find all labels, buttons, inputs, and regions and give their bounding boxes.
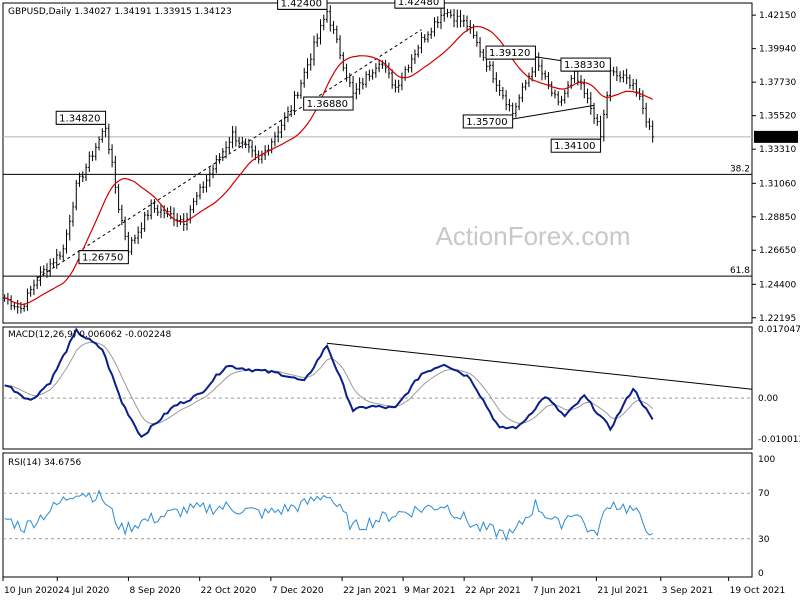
watermark-text: ActionForex.com [435,221,630,251]
x-tick-label: 24 Jul 2020 [58,586,109,596]
x-tick-label: 22 Apr 2021 [465,586,521,596]
fib-level-label: 61.8 [730,266,750,276]
annotation-label: 1.34100 [554,141,595,152]
rsi-header: RSI(14) 34.6756 [8,458,81,468]
x-tick-label: 7 Jun 2021 [533,586,581,596]
annotation-label: 1.35700 [466,117,507,128]
x-tick-label: 19 Oct 2021 [730,586,786,596]
x-tick-label: 9 Mar 2021 [404,586,455,596]
y-tick-label: 1.35520 [759,112,796,122]
rsi-line [4,489,653,542]
macd-tick-label: 0.017047 [758,325,800,335]
macd-header: MACD(12,26,9) 0.006062 -0.002248 [8,330,171,340]
annotation-label: 1.42400 [281,0,322,9]
annotation-label: 1.39120 [489,48,530,59]
x-tick-label: 10 Jun 2020 [4,586,58,596]
x-tick-label: 7 Dec 2020 [272,586,324,596]
x-tick-label: 21 Jul 2021 [597,586,648,596]
y-tick-label: 1.28850 [759,213,796,223]
rsi-tick-label: 100 [758,455,775,465]
macd-tick-label: -0.010013 [758,435,800,445]
macd-trendline [326,342,753,390]
moving-average-line [4,25,653,306]
panel-frame [2,452,753,578]
x-tick-label: 8 Sep 2020 [129,586,181,596]
rsi-tick-label: 30 [758,535,770,545]
y-tick-label: 1.31060 [759,179,796,189]
y-tick-label: 1.33310 [759,145,796,155]
rsi-tick-label: 0 [758,569,764,579]
y-tick-label: 1.37730 [759,78,796,88]
annotation-label: 1.38330 [564,60,605,71]
annotation-box [550,138,602,153]
rsi-tick-label: 70 [758,489,770,499]
last-price-label: 1.34123 [758,133,795,143]
last-price-box [754,130,798,143]
annotation-label: 1.42480 [398,0,439,8]
annotation-label: 1.34820 [59,113,100,124]
panel-frame [2,326,753,450]
annotation-box [394,0,445,9]
triangle-lower-line [512,104,595,120]
annotation-box [560,57,611,72]
panel-frame [2,2,753,324]
y-tick-label: 1.24400 [759,280,796,290]
annotation-box [462,114,514,129]
annotation-label: 1.36880 [307,99,348,110]
price-header: GBPUSD,Daily 1.34027 1.34191 1.33915 1.3… [8,7,232,17]
y-tick-label: 1.39940 [759,45,796,55]
y-tick-label: 1.26650 [759,246,796,256]
macd-signal-line [4,341,654,425]
x-tick-label: 22 Oct 2020 [201,586,257,596]
y-tick-label: 1.22195 [759,314,796,324]
annotation-box [303,96,354,111]
annotation-box [277,0,328,10]
x-tick-label: 3 Sep 2021 [662,586,713,596]
x-tick-label: 22 Jan 2021 [343,586,397,596]
macd-tick-label: 0.00 [758,394,778,404]
y-tick-label: 1.42150 [759,11,796,21]
fib-level-label: 38.2 [730,164,750,174]
macd-line [4,327,654,439]
annotation-box [55,110,107,125]
annotation-label: 1.26750 [82,253,123,264]
price-dashed-trendline [36,29,422,279]
annotation-box [78,250,129,265]
annotation-box [485,45,536,60]
